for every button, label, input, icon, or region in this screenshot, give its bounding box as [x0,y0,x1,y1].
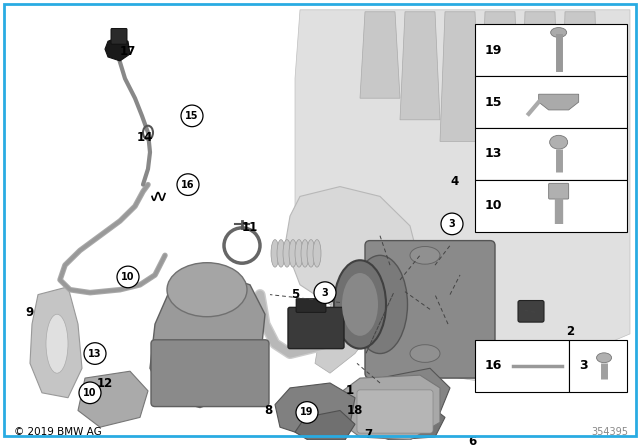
Ellipse shape [550,28,566,37]
Ellipse shape [301,240,309,267]
FancyBboxPatch shape [475,180,627,232]
FancyBboxPatch shape [475,340,570,392]
Circle shape [314,282,336,303]
Polygon shape [150,275,265,408]
Circle shape [181,105,203,127]
FancyBboxPatch shape [151,340,269,407]
Text: 10: 10 [121,272,135,282]
Text: 7: 7 [364,427,372,440]
Text: 8: 8 [264,404,272,417]
Text: 2: 2 [566,325,574,338]
Text: 16: 16 [181,180,195,190]
Polygon shape [315,285,370,373]
Polygon shape [340,375,440,440]
FancyBboxPatch shape [518,301,544,322]
FancyBboxPatch shape [475,128,627,180]
Ellipse shape [430,246,490,363]
Ellipse shape [313,240,321,267]
Text: 19: 19 [484,43,502,56]
Ellipse shape [342,273,378,336]
Text: 13: 13 [484,147,502,160]
Text: 13: 13 [88,349,102,358]
Ellipse shape [307,240,315,267]
Ellipse shape [410,246,440,264]
Text: 14: 14 [137,131,153,144]
Polygon shape [275,383,355,437]
Ellipse shape [410,345,440,362]
Polygon shape [355,398,445,440]
Text: 1: 1 [346,384,354,397]
Polygon shape [539,94,579,110]
Polygon shape [560,12,600,206]
Ellipse shape [550,135,568,149]
Text: 3: 3 [449,219,456,229]
Ellipse shape [277,240,285,267]
FancyBboxPatch shape [548,183,569,199]
Text: 16: 16 [484,359,502,372]
Text: 3: 3 [322,288,328,297]
Ellipse shape [596,353,612,363]
Text: 12: 12 [97,376,113,389]
FancyBboxPatch shape [570,340,627,392]
FancyBboxPatch shape [288,307,344,349]
Polygon shape [520,12,560,185]
Ellipse shape [353,255,408,353]
Text: 19: 19 [300,408,314,418]
Text: 3: 3 [579,359,588,372]
Text: 354395: 354395 [591,427,628,437]
Circle shape [441,213,463,235]
Text: 17: 17 [120,44,136,57]
Polygon shape [360,12,400,98]
Text: © 2019 BMW AG: © 2019 BMW AG [14,427,102,437]
Circle shape [79,382,101,404]
Polygon shape [78,371,148,427]
Circle shape [117,266,139,288]
Polygon shape [480,12,520,163]
Polygon shape [295,10,630,383]
Text: 10: 10 [83,388,97,398]
Polygon shape [285,186,420,314]
Text: 15: 15 [185,111,199,121]
Circle shape [177,174,199,195]
Polygon shape [30,287,82,398]
Polygon shape [400,12,440,120]
Ellipse shape [167,263,247,317]
Text: 11: 11 [242,221,258,234]
FancyBboxPatch shape [111,29,127,44]
FancyBboxPatch shape [475,24,627,76]
Polygon shape [440,12,480,142]
Ellipse shape [334,260,386,349]
Text: 4: 4 [451,175,459,188]
FancyBboxPatch shape [475,76,627,128]
Text: 6: 6 [468,435,476,448]
Polygon shape [365,368,450,427]
Ellipse shape [271,240,279,267]
Ellipse shape [295,240,303,267]
Polygon shape [295,410,355,440]
Text: 10: 10 [484,199,502,212]
Circle shape [84,343,106,364]
Text: 5: 5 [291,288,299,301]
Ellipse shape [283,240,291,267]
FancyBboxPatch shape [357,390,433,433]
Polygon shape [105,37,130,61]
Circle shape [296,402,318,423]
Ellipse shape [46,314,68,373]
Text: 15: 15 [484,95,502,108]
FancyBboxPatch shape [365,241,495,378]
Ellipse shape [289,240,297,267]
Text: 18: 18 [347,404,363,417]
Text: 9: 9 [26,306,34,319]
FancyBboxPatch shape [296,298,326,312]
